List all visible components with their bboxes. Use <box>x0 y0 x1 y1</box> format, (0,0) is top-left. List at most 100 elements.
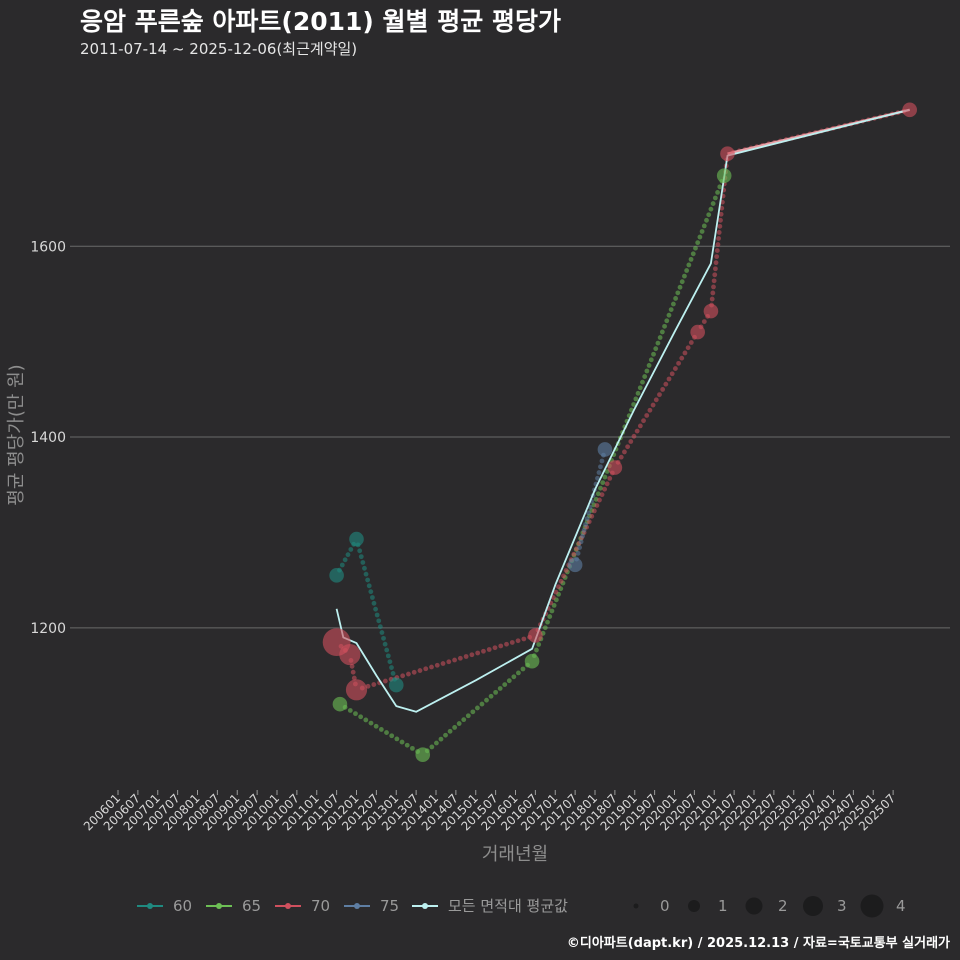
series-70-trail-dot <box>657 392 662 398</box>
size-legend-circle <box>803 896 823 916</box>
series-70-trail-dot <box>688 340 694 345</box>
size-legend-label: 2 <box>778 897 788 915</box>
series-70-trail-dot <box>417 668 423 673</box>
series-70-trail-dot <box>452 657 457 663</box>
series-65-trail-dot <box>668 307 674 313</box>
series-65-trail-dot <box>542 625 548 631</box>
size-legend-circle <box>745 897 763 915</box>
series-70-trail-dot <box>406 671 411 677</box>
series-65-trail-dot <box>461 717 467 723</box>
series-70-trail-dot <box>411 669 417 675</box>
series-65-trail-dot <box>704 217 709 223</box>
series-65-trail-dot <box>690 251 696 257</box>
size-legend-circle <box>633 903 639 909</box>
series-70-trail-dot <box>498 643 504 649</box>
chart-subtitle: 2011-07-14 ~ 2025-12-06(최근계약일) <box>80 40 357 58</box>
series-70-trail-dot <box>625 444 631 450</box>
series-65-trail-dot <box>368 720 374 726</box>
series-70-trail-dot <box>669 371 675 377</box>
series-65-trail-dot <box>551 603 557 608</box>
series-65-trail-dot <box>677 284 683 290</box>
series-70-trail-dot <box>492 645 498 651</box>
size-legend-label: 4 <box>896 897 906 915</box>
series-60-trail-dot <box>389 665 394 670</box>
series-70-trail-dot <box>712 266 718 272</box>
series-65-trail-dot <box>640 379 645 385</box>
legend-swatch-dot <box>147 903 153 909</box>
series-75-trail-dot <box>596 470 602 475</box>
legend-label: 65 <box>242 897 261 915</box>
series-65-trail-dot <box>708 206 714 212</box>
series-65-trail-dot <box>394 736 400 742</box>
series-70-trail-dot <box>634 428 640 434</box>
y-ticks: 1200 1400 1600 <box>30 239 66 637</box>
series-65-trail-dot <box>595 491 601 497</box>
series-70-trail-dot <box>607 475 613 481</box>
series-75-point <box>597 442 613 457</box>
series-70-trail-dot <box>666 376 672 382</box>
series-70-trail-dot <box>716 236 721 241</box>
series-70-trail-dot <box>457 655 463 661</box>
series-65-trail-dot <box>675 290 681 296</box>
series-70-trail-dot <box>711 284 716 290</box>
series-65-trail-dot <box>470 709 476 715</box>
series-70-trail-dot <box>653 397 659 403</box>
series-65-trail-dot <box>536 642 542 647</box>
series-65-trail-dot <box>363 717 369 723</box>
series-65-trail-dot <box>545 619 550 625</box>
series-65-trail-dot <box>631 402 637 407</box>
legend-swatch-dot <box>216 903 222 909</box>
series-65-point <box>415 747 431 763</box>
series-60-trail-dot <box>339 562 345 568</box>
legend-label: 모든 면적대 평균값 <box>448 897 568 915</box>
series-65-trail-dot <box>706 212 712 218</box>
series-60-trail-dot <box>365 577 371 583</box>
series-70-trail-dot <box>349 663 355 669</box>
series-70-trail-dot <box>446 659 452 665</box>
series-70-trail-dot <box>631 433 637 439</box>
size-legend-circle <box>688 900 700 912</box>
average-series-line <box>335 108 910 713</box>
series-60-trail-dot <box>362 565 367 571</box>
series-65-trail-dot <box>456 721 462 726</box>
series-lines <box>335 108 910 754</box>
series-70-trail-dot <box>463 654 469 659</box>
series-70-trail-dot <box>701 319 707 325</box>
series-65-trail-dot <box>598 485 603 491</box>
series-70-trail-dot <box>504 641 509 647</box>
series-65-trail-dot <box>547 614 553 619</box>
series-70-trail-dot <box>429 664 434 670</box>
series-60-trail-dot <box>348 547 354 552</box>
series-65-trail-dot <box>686 262 692 268</box>
series-70-trail-dot <box>481 648 486 654</box>
series-75-trail-dot <box>580 533 585 539</box>
series-65-trail-dot <box>443 732 448 738</box>
series-65-trail-dot <box>699 229 705 234</box>
series-65-trail-dot <box>484 697 489 703</box>
series-65-trail-dot <box>710 201 716 206</box>
series-75-trail-dot <box>575 550 581 556</box>
series-65-trail-dot <box>657 335 663 340</box>
series-70-trail-dot <box>486 647 492 652</box>
series-65-trail-dot <box>600 480 606 486</box>
x-axis-title: 거래년월 <box>482 844 548 865</box>
series-60-point <box>388 677 404 693</box>
size-legend-label: 1 <box>718 897 728 915</box>
series-75-trail-dot <box>581 527 587 533</box>
series-70-trail-dot <box>718 217 723 223</box>
series-70-trail-dot <box>602 486 608 492</box>
series-65-trail-dot <box>515 670 521 676</box>
series-70-trail-dot <box>594 503 600 508</box>
series-70-trail-dot <box>597 497 602 503</box>
series-points <box>322 102 917 763</box>
series-70-trail-dot <box>599 492 605 498</box>
series-75-trail-dot <box>577 545 582 550</box>
series-70-trail-dot <box>717 223 723 229</box>
series-75-trail-dot <box>599 458 605 464</box>
series-70-trail-dot <box>709 296 715 302</box>
series-65-trail-dot <box>670 301 676 307</box>
series-60-trail-dot <box>379 630 385 635</box>
series-70-trail-dot <box>628 439 634 444</box>
series-60-trail-dot <box>358 554 364 560</box>
